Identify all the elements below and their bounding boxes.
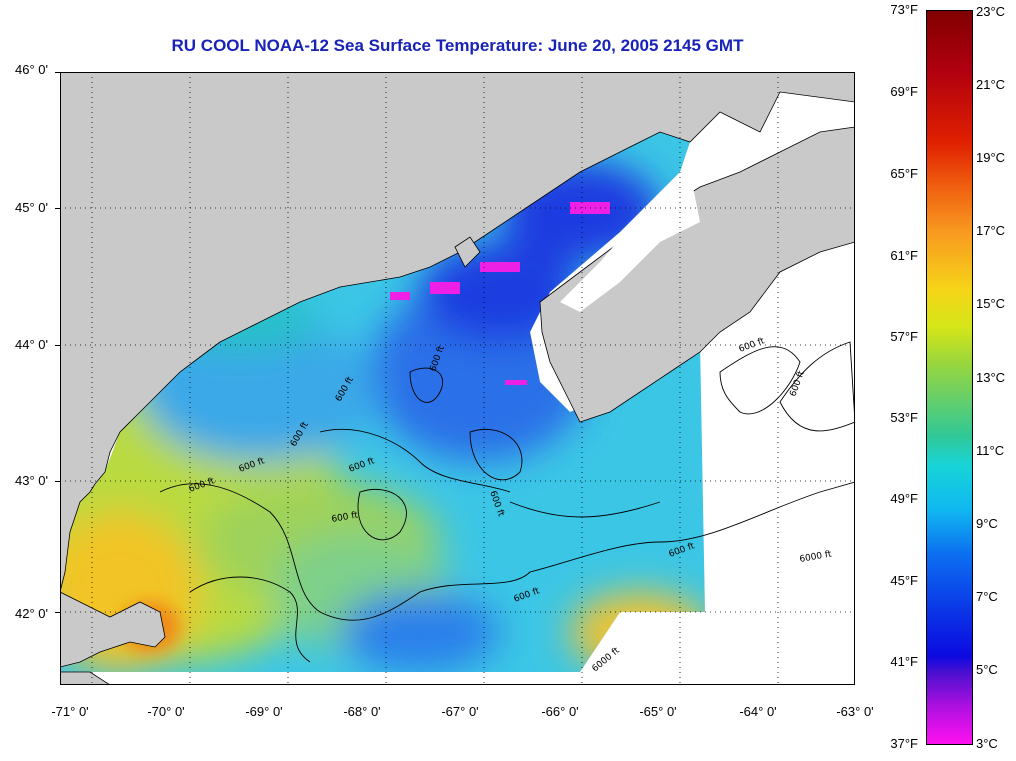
colorbar-c-label: 19°C	[976, 150, 1006, 165]
land-us	[60, 72, 855, 593]
map-title: RU COOL NOAA-12 Sea Surface Temperature:…	[171, 36, 744, 55]
colorbar-f-label: 65°F	[890, 166, 918, 181]
colorbar-f-label: 61°F	[890, 248, 918, 263]
colorbar-c-label: 5°C	[976, 662, 998, 677]
lon-label: -70° 0'	[147, 704, 185, 719]
colorbar-f-label: 37°F	[890, 736, 918, 751]
lat-label: 46° 0'	[15, 62, 48, 77]
colorbar-c-label: 11°C	[976, 443, 1005, 458]
lon-label: -69° 0'	[245, 704, 283, 719]
colorbar-f-label: 69°F	[890, 84, 918, 99]
contour-label: 600 ft	[331, 510, 359, 525]
colorbar-f-label: 41°F	[890, 654, 918, 669]
colorbar-c-label: 21°C	[976, 77, 1006, 92]
lon-label: -63° 0'	[836, 704, 874, 719]
colorbar-f-label: 57°F	[890, 329, 918, 344]
depth-contours	[159, 341, 855, 663]
sst-map: 600 ft 600 ft 600 ft 600 ft 600 ft 600 f…	[60, 72, 855, 685]
colorbar-c-label: 3°C	[976, 736, 998, 751]
graticule	[60, 72, 855, 685]
colorbar-f-label: 53°F	[890, 410, 918, 425]
lon-label: -67° 0'	[441, 704, 479, 719]
lat-label: 44° 0'	[15, 337, 48, 352]
lon-label: -64° 0'	[739, 704, 777, 719]
colorbar-c-label: 23°C	[976, 4, 1006, 19]
lat-label: 42° 0'	[15, 606, 48, 621]
land-cape-cod	[60, 591, 166, 668]
colorbar-c-label: 15°C	[976, 296, 1006, 311]
colorbar-c-label: 9°C	[976, 516, 998, 531]
colorbar-f-label: 73°F	[890, 2, 918, 17]
cold-patches	[390, 202, 610, 385]
lon-label: -65° 0'	[639, 704, 677, 719]
lat-label: 45° 0'	[15, 200, 48, 215]
temperature-colorbar	[926, 10, 973, 745]
lon-label: -66° 0'	[541, 704, 579, 719]
colorbar-c-label: 7°C	[976, 589, 998, 604]
lon-label: -68° 0'	[343, 704, 381, 719]
colorbar-c-label: 13°C	[976, 370, 1006, 385]
colorbar-f-label: 45°F	[890, 573, 918, 588]
lon-label: -71° 0'	[51, 704, 89, 719]
colorbar-f-label: 49°F	[890, 491, 918, 506]
colorbar-c-label: 17°C	[976, 223, 1006, 238]
lat-label: 43° 0'	[15, 473, 48, 488]
